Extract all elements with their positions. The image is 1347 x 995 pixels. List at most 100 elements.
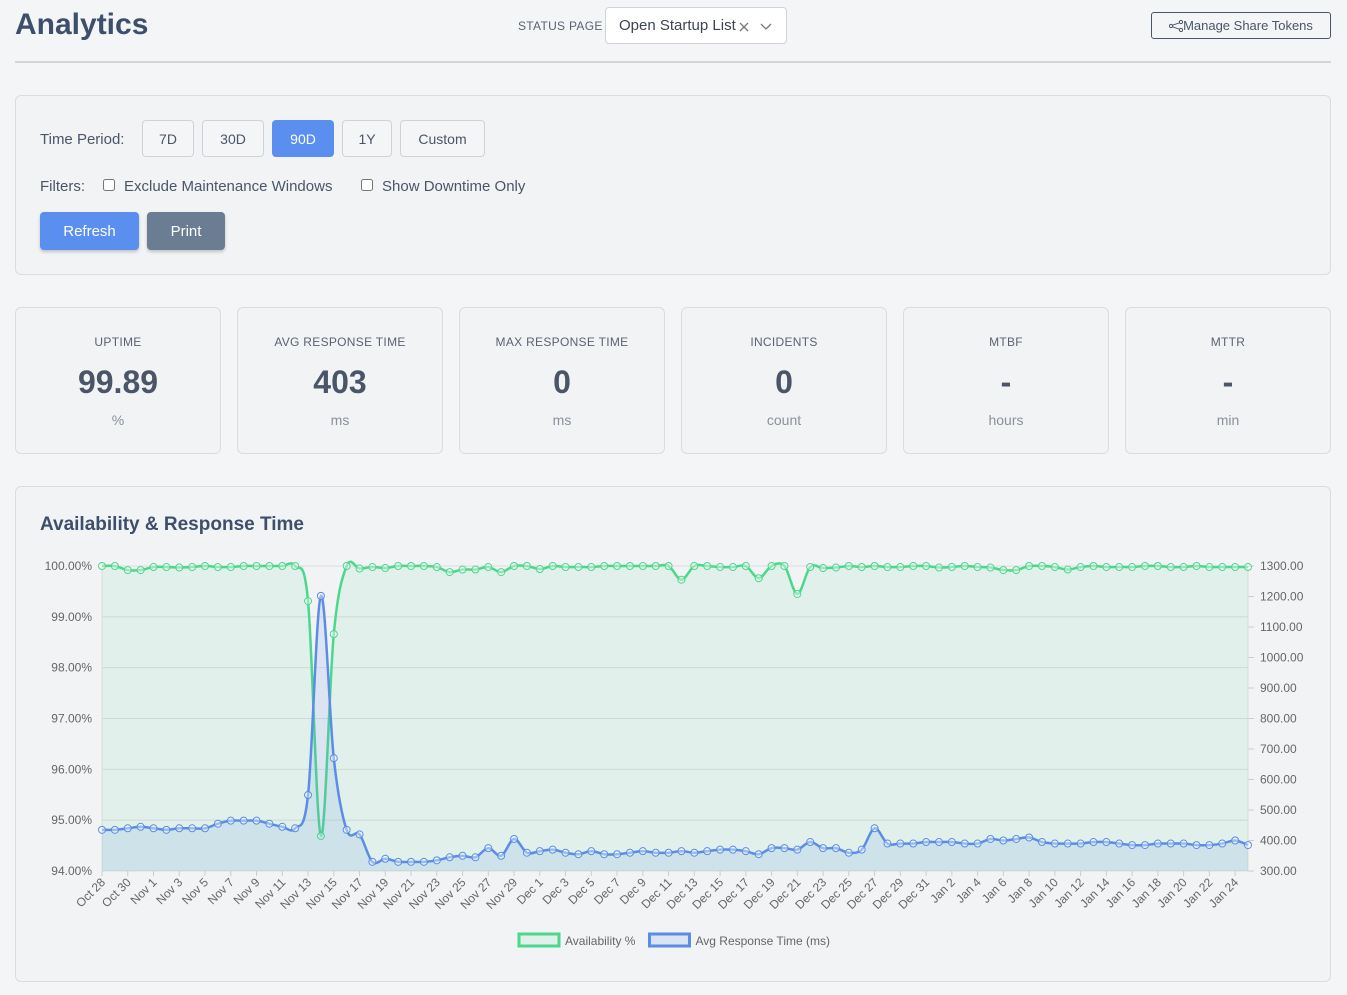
chart-title: Availability & Response Time bbox=[40, 514, 304, 535]
series-point bbox=[922, 838, 931, 847]
print-button[interactable]: Print bbox=[147, 212, 225, 250]
series-point bbox=[110, 825, 119, 834]
series-point bbox=[754, 574, 763, 583]
series-point bbox=[587, 847, 596, 856]
series-point bbox=[793, 845, 802, 854]
period-button[interactable]: 30D bbox=[202, 120, 264, 157]
status-page-select[interactable]: Open Startup List bbox=[605, 7, 787, 44]
series-point bbox=[819, 844, 828, 853]
x-tick-label: Oct 30 bbox=[99, 875, 134, 910]
series-point bbox=[638, 562, 647, 570]
metric-card: MTTR - min bbox=[1125, 307, 1331, 454]
series-point bbox=[407, 562, 416, 570]
refresh-button[interactable]: Refresh bbox=[40, 212, 139, 250]
metric-label: MTBF bbox=[989, 335, 1023, 349]
period-button[interactable]: 1Y bbox=[342, 120, 392, 157]
series-point bbox=[973, 839, 982, 848]
period-button[interactable]: 90D bbox=[272, 120, 334, 157]
legend-swatch bbox=[517, 932, 561, 948]
series-point bbox=[535, 847, 544, 856]
series-point bbox=[213, 819, 222, 828]
series-point bbox=[587, 563, 596, 572]
series-point bbox=[819, 564, 828, 573]
series-point bbox=[574, 850, 583, 859]
series-point bbox=[419, 562, 428, 570]
series-point bbox=[1037, 838, 1046, 847]
y2-tick-label: 1300.00 bbox=[1260, 559, 1304, 573]
series-point bbox=[149, 824, 158, 833]
series-point bbox=[999, 836, 1008, 845]
series-point bbox=[342, 562, 351, 570]
series-point bbox=[1244, 841, 1252, 850]
series-point bbox=[561, 563, 570, 572]
checkbox-label[interactable]: Exclude Maintenance Windows bbox=[124, 178, 333, 195]
metric-label: MAX RESPONSE TIME bbox=[495, 335, 629, 349]
series-point bbox=[1089, 562, 1098, 570]
series-point bbox=[664, 562, 673, 570]
series-point bbox=[123, 566, 132, 575]
series-point bbox=[1102, 563, 1111, 572]
series-point bbox=[844, 848, 853, 857]
metric-value: - bbox=[1000, 364, 1012, 400]
series-point bbox=[896, 839, 905, 848]
series-point bbox=[162, 563, 171, 572]
series-point bbox=[690, 848, 699, 857]
series-point bbox=[934, 563, 943, 572]
y2-tick-label: 400.00 bbox=[1260, 834, 1297, 848]
series-point bbox=[1166, 839, 1175, 848]
series-point bbox=[922, 562, 931, 570]
series-point bbox=[407, 857, 416, 866]
checkbox-label[interactable]: Show Downtime Only bbox=[382, 178, 526, 195]
series-point bbox=[471, 853, 480, 862]
y2-tick-label: 900.00 bbox=[1260, 681, 1297, 695]
y2-tick-label: 800.00 bbox=[1260, 712, 1297, 726]
series-point bbox=[1063, 839, 1072, 848]
series-point bbox=[793, 589, 802, 598]
y2-tick-label: 700.00 bbox=[1260, 742, 1297, 756]
checkbox[interactable] bbox=[361, 179, 373, 191]
series-point bbox=[1153, 839, 1162, 848]
x-tick-label: Nov 3 bbox=[153, 875, 185, 907]
series-point bbox=[1128, 841, 1137, 850]
series-point bbox=[857, 563, 866, 572]
series-point bbox=[1025, 833, 1034, 842]
series-point bbox=[1218, 839, 1227, 848]
series-point bbox=[625, 562, 634, 570]
series-point bbox=[703, 847, 712, 856]
share-tokens-button[interactable]: Manage Share Tokens bbox=[1151, 12, 1331, 39]
period-button[interactable]: Custom bbox=[400, 120, 485, 157]
y-tick-label: 98.00% bbox=[51, 661, 92, 675]
series-point bbox=[368, 563, 377, 572]
series-point bbox=[355, 564, 364, 573]
series-point bbox=[1179, 839, 1188, 848]
metric-card: MTBF - hours bbox=[903, 307, 1109, 454]
series-point bbox=[394, 562, 403, 570]
checkbox[interactable] bbox=[103, 179, 115, 191]
metric-card: AVG RESPONSE TIME 403 ms bbox=[237, 307, 443, 454]
series-point bbox=[522, 562, 531, 570]
metric-unit: hours bbox=[988, 412, 1024, 428]
series-point bbox=[1140, 841, 1149, 850]
series-point bbox=[304, 791, 313, 800]
metric-value: 0 bbox=[775, 364, 793, 400]
x-tick-label: Jan 6 bbox=[979, 875, 1010, 906]
legend-swatch bbox=[647, 932, 691, 948]
select-icons bbox=[739, 22, 772, 32]
metric-label: UPTIME bbox=[94, 335, 142, 349]
legend-label: Availability % bbox=[565, 934, 636, 948]
series-point bbox=[831, 844, 840, 853]
series-point bbox=[98, 562, 106, 570]
series-point bbox=[600, 562, 609, 570]
series-point bbox=[1205, 563, 1214, 572]
period-button[interactable]: 7D bbox=[142, 120, 194, 157]
series-point bbox=[239, 562, 248, 570]
series-point bbox=[806, 563, 815, 572]
select-value: Open Startup List bbox=[619, 17, 736, 34]
series-point bbox=[1231, 836, 1240, 845]
x-tick-label: Nov 5 bbox=[179, 875, 211, 907]
series-point bbox=[136, 822, 145, 831]
series-point bbox=[973, 563, 982, 572]
series-point bbox=[265, 819, 274, 828]
series-point bbox=[110, 562, 119, 570]
